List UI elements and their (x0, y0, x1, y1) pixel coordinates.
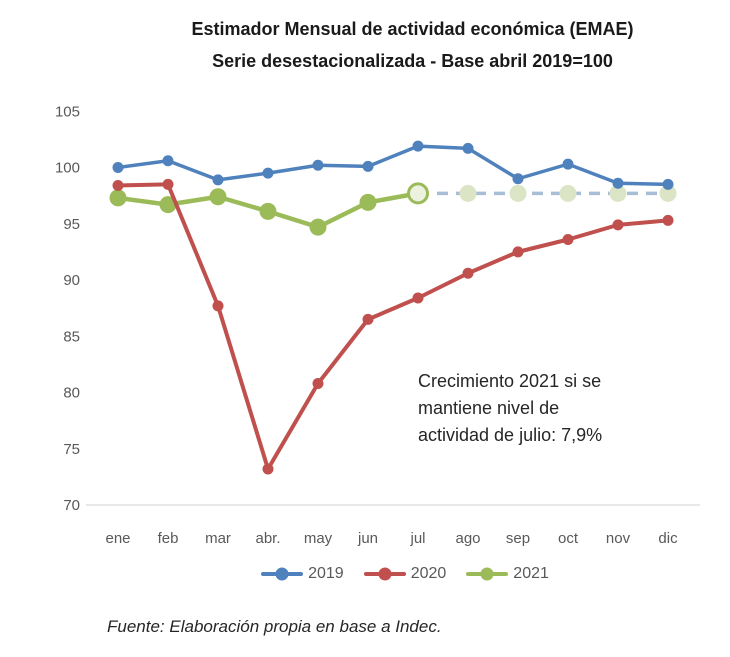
y-tick-label: 95 (63, 216, 80, 233)
series-2021-marker (209, 188, 227, 206)
x-tick-label: nov (606, 530, 631, 547)
projection-2021-marker (559, 184, 577, 202)
x-tick-label: mar (205, 530, 231, 547)
series-2019-marker (112, 162, 124, 173)
x-tick-label: feb (158, 530, 179, 547)
chart-title: Estimador Mensual de actividad económica… (100, 13, 725, 77)
x-tick-label: abr. (255, 530, 280, 547)
projection-2021-marker (509, 184, 527, 202)
series-2020-marker (212, 300, 224, 312)
legend-line-dot-marker-2019 (261, 567, 304, 581)
chart-legend: 2019 2020 2021 (95, 565, 715, 583)
y-tick-label: 85 (63, 328, 80, 345)
series-2019-marker (662, 178, 674, 190)
series-2020-marker (412, 292, 424, 304)
series-2019-marker (562, 158, 574, 170)
x-tick-label: dic (658, 530, 678, 547)
projection-2021-marker (659, 184, 677, 202)
growth-annotation: Crecimiento 2021 si se mantiene nivel de… (418, 368, 602, 449)
series-2019-marker (162, 155, 174, 167)
series-2021-marker (309, 218, 327, 236)
x-tick-label: ago (455, 530, 480, 547)
y-tick-label: 100 (55, 160, 80, 177)
y-tick-label: 80 (63, 385, 80, 402)
annotation-line-3: actividad de julio: 7,9% (418, 425, 603, 445)
series-2020-marker (362, 313, 374, 325)
series-2019-marker (262, 167, 274, 179)
series-2020-marker (262, 463, 274, 475)
legend-line-dot-marker-2021 (466, 567, 509, 581)
y-tick-label: 75 (63, 441, 80, 458)
x-tick-label: jul (409, 530, 425, 547)
series-2020-marker (662, 214, 674, 226)
legend-label-2020: 2020 (410, 565, 447, 582)
series-2021-marker (109, 189, 127, 207)
series-2020-line (117, 182, 669, 471)
series-2020-marker (462, 267, 474, 279)
series-2019-marker (462, 142, 474, 154)
projection-2021-marker (609, 184, 627, 202)
annotation-line-2: mantiene nivel de (418, 398, 560, 418)
series-2021-marker (259, 202, 277, 220)
series-2019-marker (512, 173, 524, 185)
series-2020-marker (612, 219, 624, 231)
legend-line-dot-marker-2020 (363, 567, 406, 581)
legend-label-2021: 2021 (513, 565, 549, 582)
series-2020-marker (162, 178, 174, 190)
series-2019-marker (412, 140, 424, 152)
x-tick-label: oct (558, 530, 579, 547)
projection-2021-marker (459, 184, 477, 202)
series-2021-marker (159, 196, 177, 214)
series-2021-marker (359, 193, 377, 211)
x-tick-label: may (304, 530, 333, 547)
legend-item-2020: 2020 (363, 565, 447, 583)
series-2019-marker (212, 174, 224, 186)
series-2019-marker (362, 160, 374, 172)
x-tick-label: sep (506, 530, 530, 547)
series-2020-marker (512, 246, 524, 258)
legend-item-2019: 2019 (261, 565, 344, 583)
legend-item-2021: 2021 (466, 565, 549, 583)
x-tick-label: ene (105, 530, 130, 547)
series-2019-marker (312, 159, 324, 171)
x-tick-label: jun (357, 530, 378, 547)
y-tick-label: 90 (63, 272, 80, 289)
legend-label-2019: 2019 (308, 565, 344, 582)
series-2019-marker (612, 177, 624, 189)
annotation-line-1: Crecimiento 2021 si se (418, 371, 602, 391)
y-tick-label: 105 (55, 103, 80, 120)
y-tick-label: 70 (63, 497, 80, 514)
series-2021-open-marker (407, 182, 429, 205)
series-2019-line (117, 144, 669, 187)
series-2020-marker (562, 234, 574, 245)
chart-title-line1: Estimador Mensual de actividad económica… (191, 19, 634, 39)
series-2020-marker (312, 378, 324, 389)
chart-title-line2: Serie desestacionalizada - Base abril 20… (212, 51, 613, 71)
series-2020-marker (112, 180, 124, 191)
source-caption: Fuente: Elaboración propia en base a Ind… (107, 617, 442, 636)
